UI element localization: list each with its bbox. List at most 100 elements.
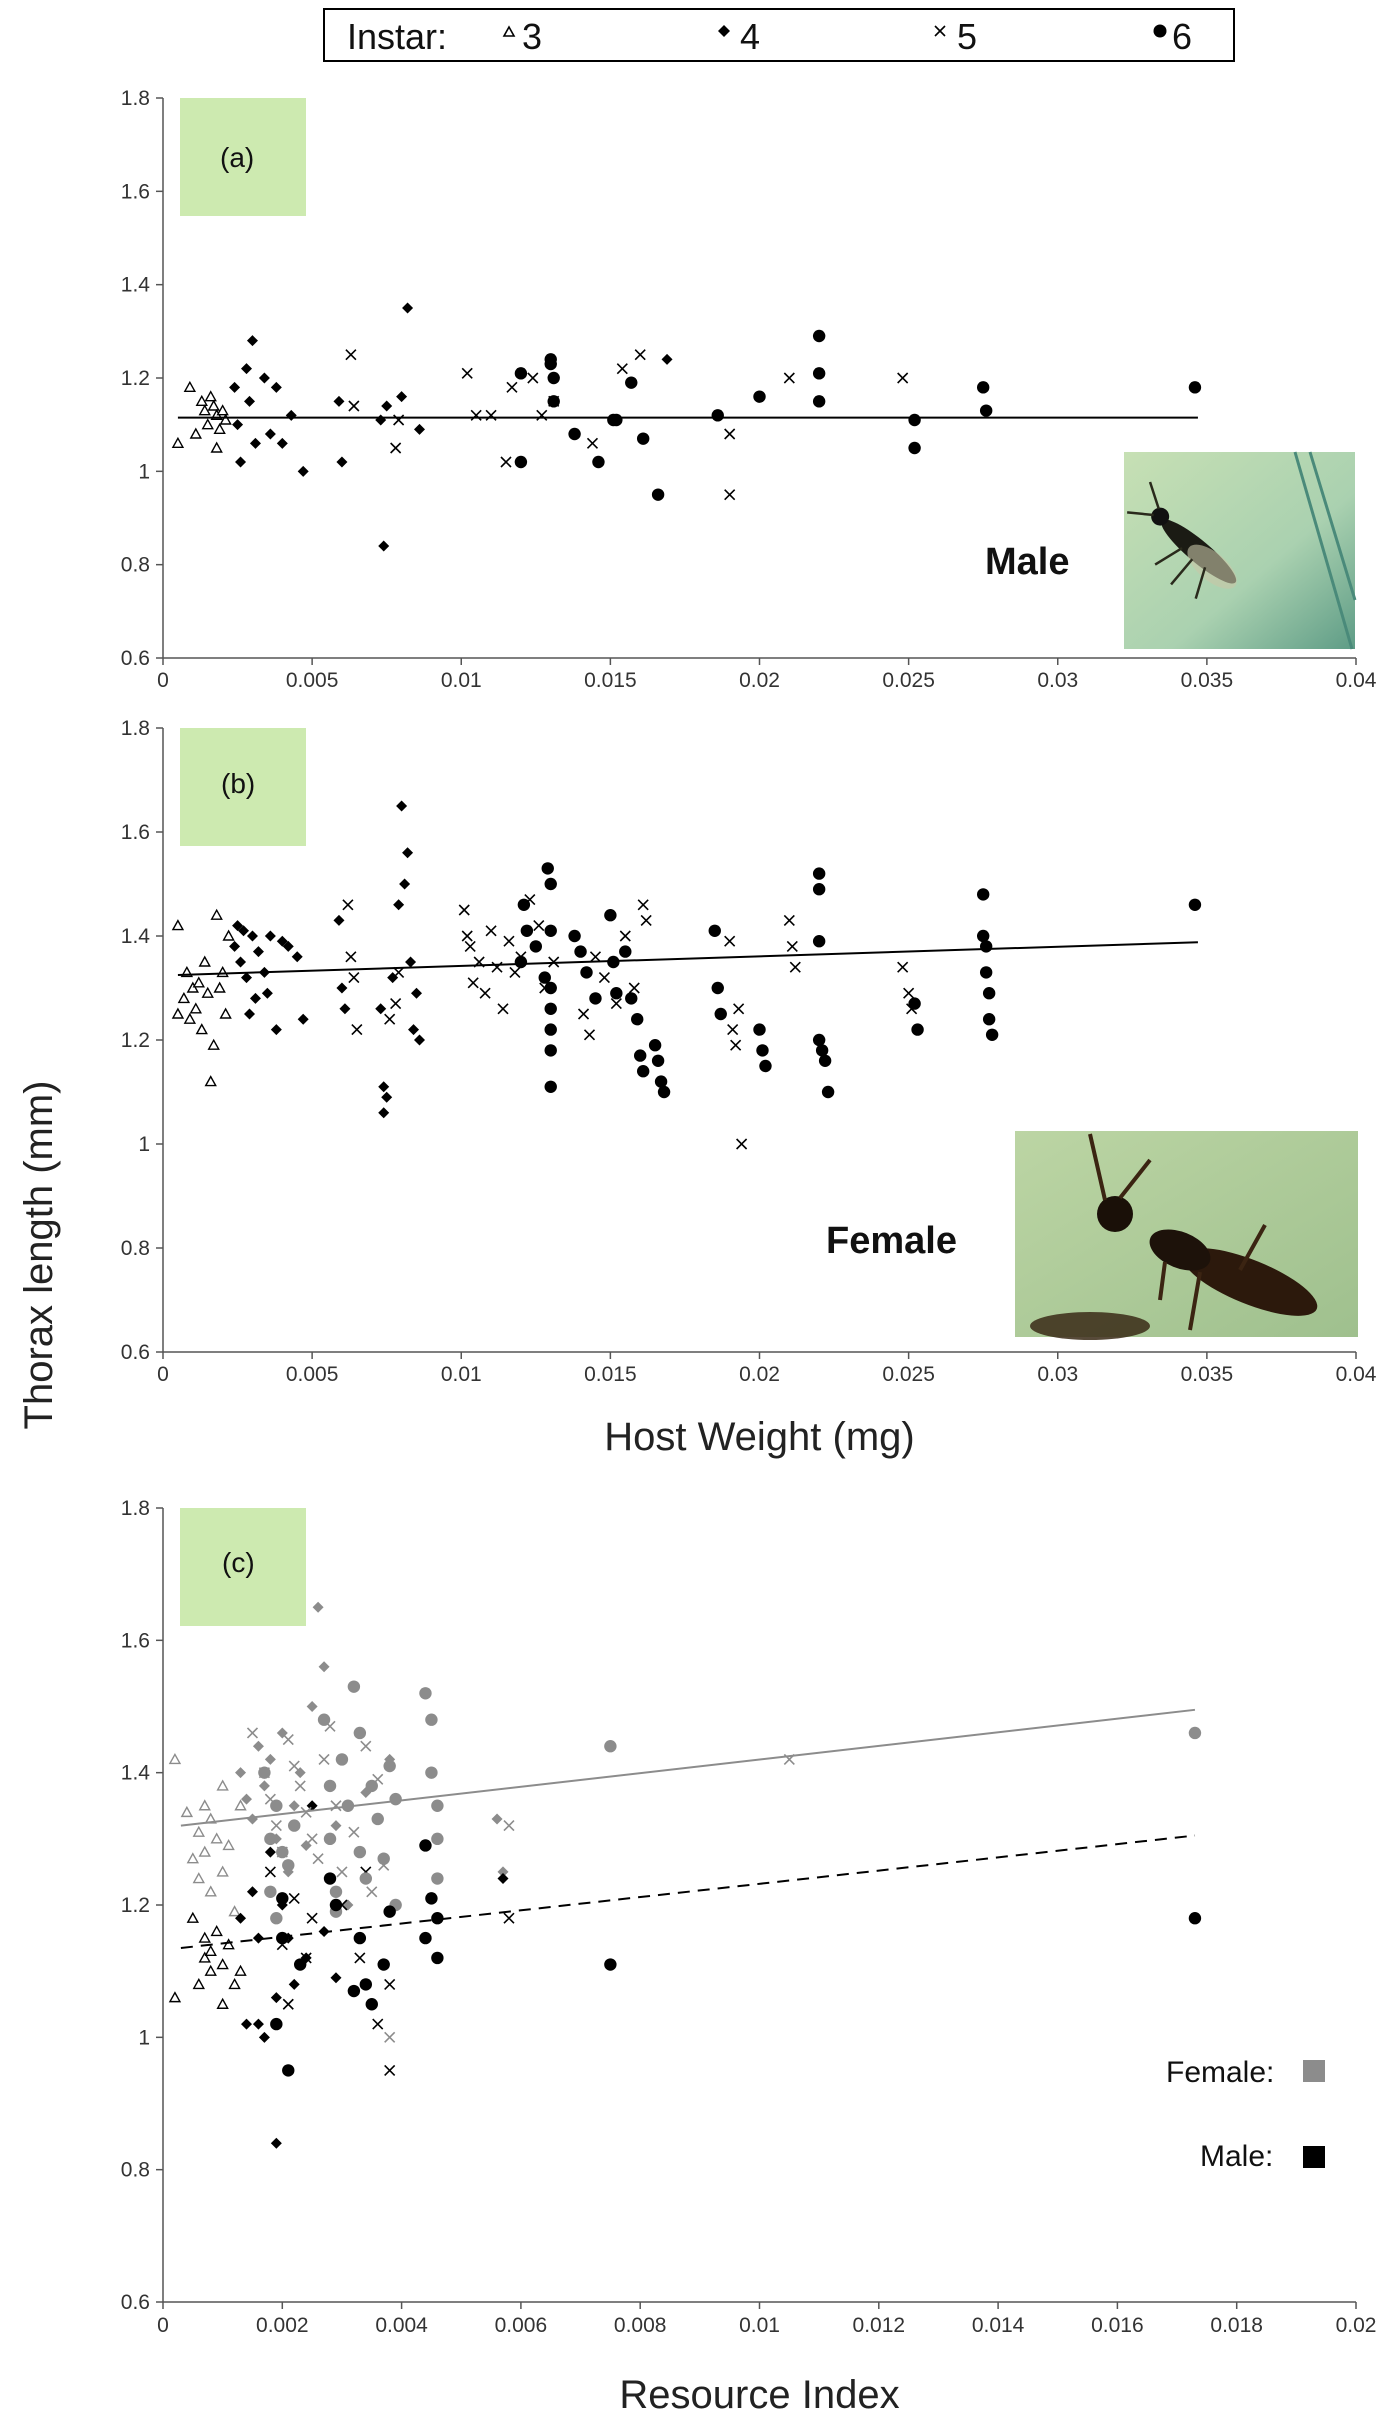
data-point-instar-6 [592, 455, 605, 469]
data-point-instar-5 [610, 998, 622, 1010]
data-point-instar-6 [976, 929, 990, 943]
data-point-instar-6-female [425, 1713, 438, 1726]
data-point-instar-6 [631, 1013, 644, 1026]
data-point-instar-3-female [186, 1852, 200, 1864]
x-tick-label: 0 [157, 2314, 169, 2337]
data-point-instar-5 [458, 904, 470, 916]
y-tick-label: 0.8 [121, 2159, 150, 2182]
data-point-instar-4-male [264, 1846, 276, 1858]
data-point-instar-5 [897, 961, 909, 973]
chart-panel-c: (c) 0.60.811.21.41.61.80 0.002 0.004 0.006 0… [121, 1497, 1377, 2417]
data-point-instar-4 [336, 456, 348, 468]
data-point-instar-3-female [204, 1885, 217, 1897]
data-point-instar-4 [378, 1081, 390, 1093]
data-point-instar-6-male [347, 1984, 361, 1998]
y-tick-label: 1.4 [121, 274, 151, 297]
instar-legend: Instar: 3 4 5 6 [323, 8, 1235, 62]
legend-title: Instar: [347, 16, 447, 57]
data-point-instar-5-male [354, 1952, 366, 1964]
data-point-instar-6-male [282, 2064, 295, 2077]
data-point-instar-6 [759, 1059, 772, 1073]
data-point-instar-6 [1188, 898, 1202, 911]
sex-key-male-label: Male: [1200, 2140, 1273, 2173]
data-point-instar-5 [727, 1024, 739, 1036]
data-point-instar-6-female [419, 1687, 432, 1700]
data-point-instar-5-female [312, 1853, 324, 1865]
data-point-instar-6 [815, 1044, 829, 1057]
data-point-instar-4-female [235, 1767, 247, 1779]
data-point-instar-5 [467, 977, 479, 989]
data-point-instar-4 [413, 423, 425, 435]
legend-item-instar-4: 4 [718, 16, 760, 57]
data-point-instar-4-female [258, 1780, 270, 1792]
data-point-instar-6-female [270, 1912, 283, 1925]
data-point-instar-6-male [276, 1892, 289, 1905]
data-point-instar-6 [610, 413, 623, 427]
data-point-instar-6-female [323, 1832, 337, 1846]
data-point-instar-5-male [282, 1998, 294, 2010]
data-point-instar-3 [222, 929, 235, 941]
data-point-instar-5 [393, 966, 405, 978]
trendline-female [180, 1708, 1196, 1827]
data-point-instar-6 [982, 1013, 996, 1026]
data-point-instar-4-male [258, 2031, 270, 2043]
data-point-instar-4-male [330, 1972, 342, 1984]
data-point-instar-6 [547, 395, 560, 408]
data-point-instar-4 [339, 1003, 351, 1015]
data-point-instar-5-female [384, 2031, 396, 2043]
legend-item-instar-6: 6 [1153, 16, 1192, 57]
data-point-instar-6-male [377, 1958, 390, 1971]
data-point-instar-6 [636, 432, 650, 445]
data-point-instar-4 [232, 920, 244, 932]
data-point-instar-3 [207, 399, 220, 411]
legend-label-3: 3 [522, 16, 542, 57]
data-point-instar-6-female [383, 1759, 396, 1773]
data-point-instar-4 [381, 1091, 393, 1103]
legend-marker-triangle [502, 25, 516, 37]
data-point-instar-6 [648, 1039, 662, 1052]
data-point-instar-3 [210, 441, 223, 453]
data-point-instar-6 [812, 883, 826, 896]
data-point-instar-6-female [1188, 1726, 1202, 1740]
x-tick-label: 0.01 [739, 2314, 780, 2337]
data-point-instar-6 [634, 1049, 647, 1062]
data-point-instar-5 [789, 961, 801, 973]
data-point-instar-3 [204, 1075, 217, 1087]
data-point-instar-6 [657, 1085, 671, 1099]
data-point-instar-6 [982, 987, 996, 1000]
data-point-instar-4 [276, 437, 288, 449]
data-point-instar-4 [375, 414, 387, 426]
data-point-instar-3 [201, 418, 214, 430]
data-point-instar-6-female [347, 1680, 361, 1693]
data-point-instar-3-female [192, 1825, 205, 1837]
data-point-instar-4 [375, 1003, 387, 1015]
data-point-instar-6 [544, 1080, 557, 1094]
data-point-instar-6-male [329, 1898, 343, 1912]
data-point-instar-3-male [228, 1977, 241, 1990]
data-point-instar-6 [517, 898, 531, 911]
data-point-instar-5 [464, 940, 476, 952]
x-tick-label: 0.025 [882, 1363, 935, 1386]
x-tick-label: 0.014 [972, 2314, 1025, 2337]
data-point-instar-5 [393, 414, 405, 426]
x-tick-label: 0.005 [286, 669, 339, 692]
data-point-instar-5 [345, 951, 357, 963]
y-tick-label: 1 [138, 2026, 150, 2049]
data-point-instar-6-female [431, 1872, 444, 1885]
data-point-instar-4 [399, 878, 411, 890]
x-tick-label: 0.02 [1336, 2314, 1377, 2337]
data-point-instar-5 [384, 1013, 396, 1025]
panel-a-tag [180, 98, 306, 216]
data-point-instar-6 [514, 455, 528, 469]
data-point-instar-3 [213, 981, 226, 993]
data-point-instar-6 [538, 971, 551, 984]
y-tick-label: 1.2 [121, 1029, 150, 1052]
x-tick-label: 0.005 [286, 1363, 339, 1386]
data-point-instar-5 [479, 987, 491, 999]
data-point-instar-5-male [384, 1978, 396, 1990]
data-point-instar-5 [342, 899, 354, 911]
panel-b-label: (b) [221, 768, 255, 799]
data-point-instar-3-male [204, 1964, 217, 1976]
data-point-instar-3-male [204, 1944, 217, 1957]
data-point-instar-5 [536, 409, 548, 421]
